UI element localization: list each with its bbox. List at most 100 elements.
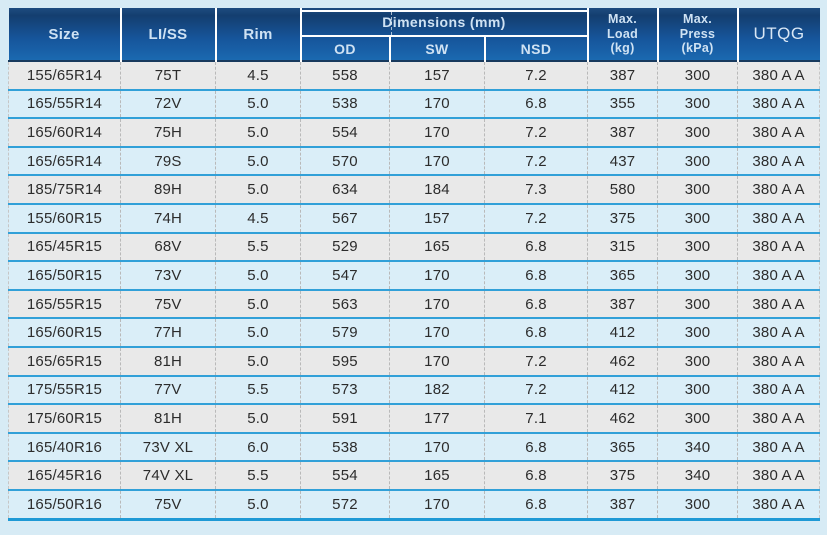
cell-nsd: 7.2: [483, 346, 588, 376]
cell-od: 554: [300, 118, 390, 147]
cell-size: 165/65R14: [8, 146, 121, 176]
cell-utqg: 380 A A: [737, 232, 821, 262]
cell-rim: 5.0: [215, 318, 301, 347]
table-row: 155/60R15 74H 4.5 567 157 7.2 375 300 38…: [8, 203, 821, 233]
cell-rim: 5.0: [215, 146, 301, 176]
cell-od: 567: [300, 203, 390, 233]
cell-sw: 170: [389, 89, 485, 119]
cell-sw: 157: [389, 203, 485, 233]
cell-sw: 170: [389, 118, 485, 147]
tire-spec-table: Size LI/SS Rim Dimensions (mm) Max. Load…: [8, 8, 821, 521]
cell-rim: 5.0: [215, 346, 301, 376]
cell-liss: 81H: [120, 404, 216, 433]
cell-nsd: 7.2: [483, 146, 588, 176]
cell-rim: 5.5: [215, 461, 301, 490]
cell-sw: 170: [389, 318, 485, 347]
cell-size: 155/65R14: [8, 61, 121, 90]
header-sw: SW: [388, 36, 485, 61]
cell-nsd: 7.2: [483, 375, 588, 405]
cell-utqg: 380 A A: [737, 318, 821, 347]
cell-size: 165/45R16: [8, 461, 121, 490]
cell-sw: 182: [389, 375, 485, 405]
cell-liss: 72V: [120, 89, 216, 119]
cell-nsd: 6.8: [483, 489, 588, 519]
cell-od: 595: [300, 346, 390, 376]
table-row: 165/60R14 75H 5.0 554 170 7.2 387 300 38…: [8, 118, 821, 147]
cell-utqg: 380 A A: [737, 203, 821, 233]
cell-load: 462: [587, 404, 658, 433]
cell-load: 375: [587, 461, 658, 490]
table-row: 165/55R14 72V 5.0 538 170 6.8 355 300 38…: [8, 89, 821, 119]
cell-press: 300: [657, 318, 738, 347]
table-header: Size LI/SS Rim Dimensions (mm) Max. Load…: [8, 8, 820, 61]
cell-rim: 5.0: [215, 175, 301, 204]
cell-nsd: 7.2: [483, 203, 588, 233]
cell-rim: 5.0: [215, 89, 301, 119]
cell-od: 570: [300, 146, 390, 176]
cell-od: 554: [300, 461, 390, 490]
cell-utqg: 380 A A: [737, 461, 821, 490]
cell-od: 547: [300, 261, 390, 290]
cell-liss: 81H: [120, 346, 216, 376]
cell-nsd: 7.2: [483, 118, 588, 147]
cell-utqg: 380 A A: [737, 346, 821, 376]
cell-nsd: 6.8: [483, 289, 588, 319]
cell-size: 175/60R15: [8, 404, 121, 433]
cell-nsd: 6.8: [483, 232, 588, 262]
cell-load: 437: [587, 146, 658, 176]
cell-sw: 177: [389, 404, 485, 433]
cell-load: 387: [587, 118, 658, 147]
header-od: OD: [299, 36, 390, 61]
table-row: 175/55R15 77V 5.5 573 182 7.2 412 300 38…: [8, 375, 821, 405]
cell-rim: 5.0: [215, 261, 301, 290]
cell-sw: 157: [389, 61, 485, 90]
cell-utqg: 380 A A: [737, 289, 821, 319]
cell-press: 300: [657, 175, 738, 204]
cell-press: 300: [657, 61, 738, 90]
cell-liss: 75H: [120, 118, 216, 147]
cell-rim: 5.5: [215, 232, 301, 262]
header-dimensions-label: Dimensions (mm): [382, 13, 506, 30]
cell-utqg: 380 A A: [737, 489, 821, 519]
cell-press: 340: [657, 461, 738, 490]
cell-load: 412: [587, 375, 658, 405]
cell-rim: 4.5: [215, 203, 301, 233]
header-size: Size: [48, 25, 80, 43]
cell-sw: 165: [389, 232, 485, 262]
table-body: 155/65R14 75T 4.5 558 157 7.2 387 300 38…: [8, 61, 821, 519]
cell-liss: 75V: [120, 289, 216, 319]
cell-liss: 74V XL: [120, 461, 216, 490]
cell-size: 165/50R16: [8, 489, 121, 519]
cell-load: 387: [587, 289, 658, 319]
cell-nsd: 7.1: [483, 404, 588, 433]
cell-od: 558: [300, 61, 390, 90]
cell-size: 165/40R16: [8, 432, 121, 462]
table-row: 165/50R16 75V 5.0 572 170 6.8 387 300 38…: [8, 489, 821, 519]
cell-load: 355: [587, 89, 658, 119]
cell-press: 300: [657, 375, 738, 405]
table-row: 185/75R14 89H 5.0 634 184 7.3 580 300 38…: [8, 175, 821, 204]
cell-utqg: 380 A A: [737, 375, 821, 405]
header-utqg: UTQG: [736, 8, 820, 61]
cell-size: 165/50R15: [8, 261, 121, 290]
cell-sw: 170: [389, 146, 485, 176]
header-max-press: Max. Press (kPa): [656, 8, 738, 61]
cell-sw: 165: [389, 461, 485, 490]
cell-od: 572: [300, 489, 390, 519]
cell-sw: 170: [389, 489, 485, 519]
cell-utqg: 380 A A: [737, 118, 821, 147]
cell-liss: 68V: [120, 232, 216, 262]
table-row: 175/60R15 81H 5.0 591 177 7.1 462 300 38…: [8, 404, 821, 433]
cell-press: 340: [657, 432, 738, 462]
cell-sw: 170: [389, 346, 485, 376]
cell-load: 462: [587, 346, 658, 376]
cell-utqg: 380 A A: [737, 61, 821, 90]
cell-press: 300: [657, 289, 738, 319]
cell-load: 580: [587, 175, 658, 204]
cell-liss: 75T: [120, 61, 216, 90]
cell-press: 300: [657, 404, 738, 433]
page: Size LI/SS Rim Dimensions (mm) Max. Load…: [0, 8, 827, 535]
cell-liss: 79S: [120, 146, 216, 176]
cell-size: 175/55R15: [8, 375, 121, 405]
cell-od: 529: [300, 232, 390, 262]
